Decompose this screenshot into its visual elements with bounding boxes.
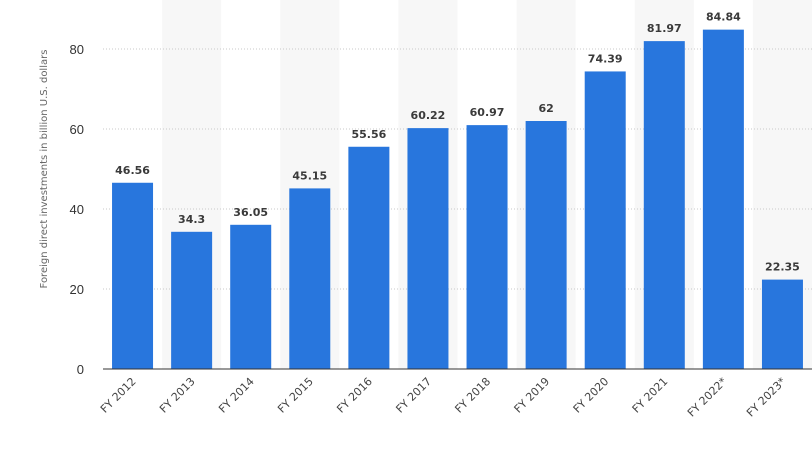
bar	[466, 125, 508, 370]
bar	[702, 29, 744, 369]
x-tick-label: FY 2013	[157, 375, 198, 416]
data-labels: 46.56 34.3 36.05 45.15 55.56 60.22 60.97 62 74.3…	[115, 11, 800, 274]
x-tick-label: FY 2012	[98, 375, 139, 416]
data-label: 74.39	[588, 52, 623, 65]
data-label: 36.05	[233, 206, 268, 219]
x-tick-label: FY 2023*	[744, 375, 789, 420]
y-axis-ticks: 0 20 40 60 80	[70, 42, 84, 377]
x-tick-label: FY 2017	[393, 375, 434, 416]
bar	[289, 188, 331, 369]
bar	[171, 231, 213, 369]
bar	[348, 146, 390, 369]
bar	[643, 41, 685, 370]
x-tick-label: FY 2020	[571, 375, 612, 416]
y-tick-label: 80	[70, 42, 84, 57]
x-tick-label: FY 2019	[512, 375, 553, 416]
data-label: 34.3	[178, 213, 205, 226]
bar	[761, 279, 803, 369]
x-tick-label: FY 2016	[334, 375, 375, 416]
x-tick-label: FY 2018	[452, 375, 493, 416]
x-axis-ticks: FY 2012 FY 2013 FY 2014 FY 2015 FY 2016 FY 20…	[98, 375, 789, 420]
bar	[407, 128, 449, 369]
data-label: 62	[538, 102, 553, 115]
data-label: 55.56	[351, 128, 386, 141]
y-tick-label: 40	[70, 202, 84, 217]
data-label: 46.56	[115, 164, 150, 177]
bars	[112, 29, 803, 370]
data-label: 84.84	[706, 11, 741, 24]
x-tick-label: FY 2015	[275, 375, 316, 416]
x-tick-label: FY 2022*	[685, 375, 730, 420]
gridlines	[103, 48, 812, 290]
data-label: 60.22	[411, 109, 446, 122]
bar	[230, 224, 272, 369]
bar	[584, 71, 626, 369]
data-label: 60.97	[470, 106, 505, 119]
data-label: 81.97	[647, 22, 682, 35]
y-tick-label: 60	[70, 122, 84, 137]
y-tick-label: 20	[70, 282, 84, 297]
bar	[525, 121, 567, 369]
data-label: 45.15	[292, 169, 327, 182]
bar	[112, 182, 154, 369]
data-label: 22.35	[765, 261, 800, 274]
y-axis-label: Foreign direct investments in billion U.…	[39, 50, 50, 289]
y-tick-label: 0	[77, 362, 84, 377]
x-tick-label: FY 2014	[216, 375, 257, 416]
x-tick-label: FY 2021	[630, 375, 671, 416]
